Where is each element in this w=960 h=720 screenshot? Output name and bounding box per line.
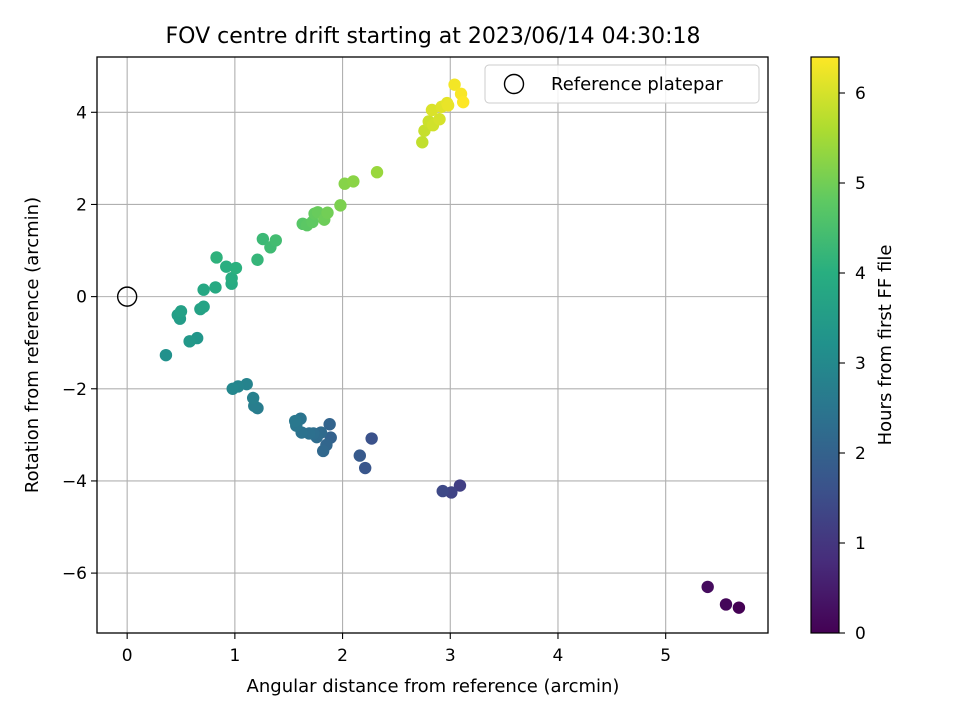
data-point: [334, 199, 347, 212]
data-point: [183, 335, 196, 348]
data-point: [433, 113, 446, 126]
data-point: [220, 260, 233, 273]
data-point: [269, 234, 282, 247]
colorbar-tick-label: 2: [855, 444, 866, 464]
data-point: [370, 166, 384, 179]
legend-box: [484, 64, 760, 104]
x-tick-label: 5: [660, 646, 671, 666]
colorbar-tick-label: 0: [855, 624, 866, 644]
data-point: [229, 261, 243, 275]
y-ticks: −6 −4 −2 0 2 4: [62, 103, 97, 584]
data-point: [209, 281, 222, 294]
data-point: [321, 206, 334, 219]
data-point: [197, 283, 210, 296]
y-tick-label: −4: [62, 472, 87, 492]
colorbar: 0 1 2 3 4 5 6 Hours from first FF file: [810, 56, 896, 644]
y-tick-label: −6: [62, 564, 87, 584]
data-point: [441, 99, 455, 112]
y-tick-label: 2: [76, 195, 87, 215]
data-point: [358, 461, 372, 475]
y-tick-label: 0: [76, 288, 87, 308]
colorbar-tick-label: 4: [855, 264, 866, 284]
data-point: [456, 95, 470, 109]
data-point: [246, 391, 260, 405]
x-tick-label: 4: [553, 646, 564, 666]
y-tick-label: −2: [62, 380, 87, 400]
data-point: [701, 580, 714, 594]
legend-marker-icon: [503, 73, 525, 95]
data-point: [226, 382, 239, 395]
chart-title: FOV centre drift starting at 2023/06/14 …: [166, 24, 701, 49]
data-point: [323, 418, 336, 431]
data-point: [416, 136, 429, 149]
data-point: [453, 479, 467, 492]
colorbar-tick-label: 6: [855, 84, 866, 104]
data-point: [256, 232, 270, 246]
data-point: [316, 444, 330, 458]
x-tick-label: 2: [337, 646, 348, 666]
colorbar-label: Hours from first FF file: [875, 245, 896, 446]
legend: Reference platepar: [484, 64, 760, 104]
plot-frame: [96, 56, 769, 634]
y-axis-label: Rotation from reference (arcmin): [22, 197, 43, 493]
colorbar-tick-label: 1: [855, 534, 866, 554]
x-ticks: 0 1 2 3 4 5: [122, 633, 671, 666]
data-points: [159, 78, 746, 614]
data-point: [425, 103, 439, 117]
data-point: [448, 78, 461, 91]
data-point: [251, 253, 264, 266]
grid-lines: [97, 57, 768, 633]
data-point: [732, 601, 746, 614]
colorbar-gradient: [810, 56, 840, 634]
data-point: [365, 432, 378, 445]
x-tick-label: 1: [229, 646, 240, 666]
x-tick-label: 0: [122, 646, 133, 666]
colorbar-tick-label: 5: [855, 174, 866, 194]
data-point: [288, 414, 302, 428]
colorbar-ticks: 0 1 2 3 4 5 6: [839, 84, 866, 644]
y-tick-label: 4: [76, 103, 87, 123]
data-point: [719, 598, 733, 611]
reference-marker: [116, 286, 138, 307]
data-point: [197, 300, 210, 313]
data-point: [159, 348, 173, 362]
colorbar-tick-label: 3: [855, 354, 866, 374]
data-point: [436, 484, 449, 498]
x-axis-label: Angular distance from reference (arcmin): [247, 676, 620, 697]
data-point: [353, 449, 366, 462]
data-point: [174, 305, 188, 318]
data-point: [210, 251, 223, 264]
x-tick-label: 3: [445, 646, 456, 666]
data-point: [225, 271, 238, 285]
data-point: [347, 175, 360, 188]
legend-entry-label: Reference platepar: [551, 74, 723, 95]
